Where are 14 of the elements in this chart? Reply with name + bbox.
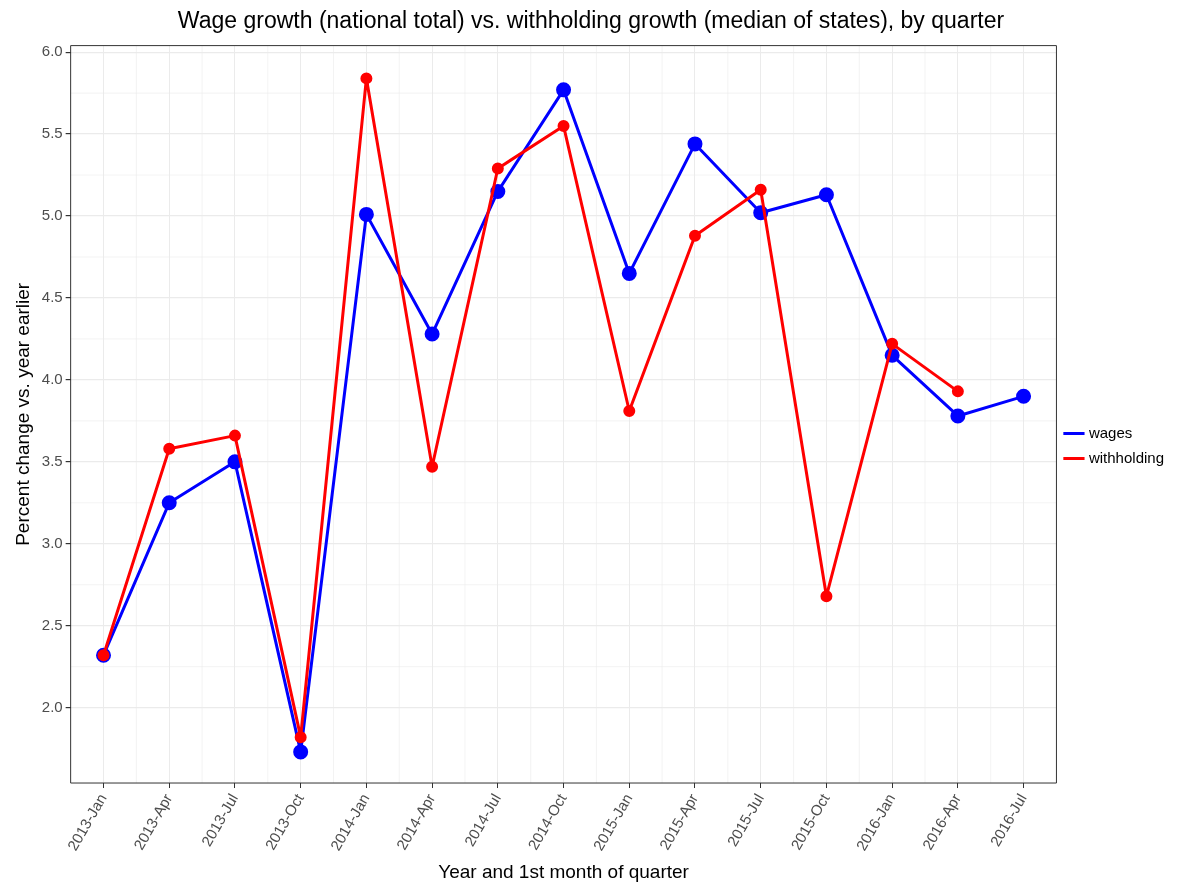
- y-tick-label: 2.5: [41, 615, 63, 633]
- y-tick-label: 3.0: [41, 533, 63, 551]
- y-tick-label: 3.5: [41, 451, 63, 469]
- y-tick-label: 5.0: [41, 206, 63, 224]
- y-tick-label: 2.0: [41, 697, 63, 715]
- chart-title: Wage growth (national total) vs. withholding growth (median of states), by quarter: [177, 7, 1005, 34]
- x-axis-title: Year and 1st month of quarter: [438, 860, 690, 882]
- legend-label: wages: [1087, 423, 1133, 441]
- y-tick-label: 4.0: [41, 370, 63, 388]
- y-tick-label: 5.5: [41, 124, 63, 142]
- legend-label: withholding: [1087, 448, 1165, 466]
- y-tick-label: 6.0: [41, 42, 63, 60]
- y-axis-title: Percent change vs. year earlier: [11, 282, 33, 546]
- y-tick-label: 4.5: [41, 288, 63, 306]
